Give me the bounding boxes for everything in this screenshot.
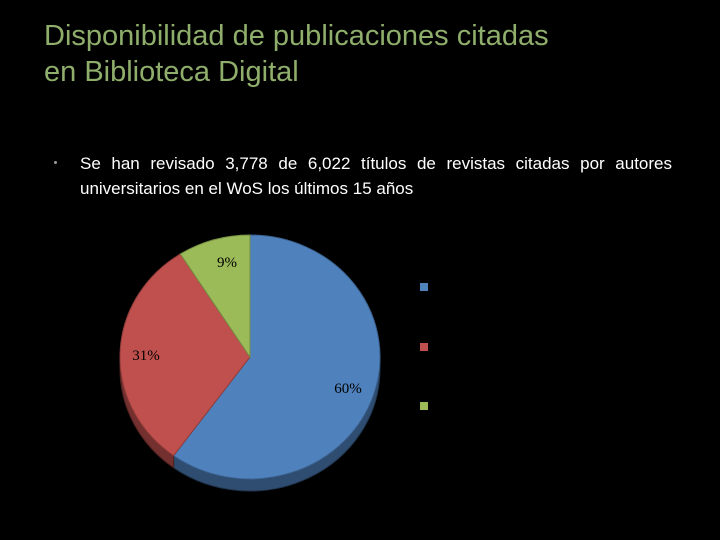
legend-swatch-2 bbox=[420, 343, 428, 351]
slide-title-line-1: Disponibilidad de publicaciones citadas bbox=[44, 20, 549, 52]
slide-title: Disponibilidad de publicaciones citadas … bbox=[44, 18, 704, 90]
pie-slice-3 bbox=[179, 234, 251, 359]
legend-swatch-3 bbox=[420, 402, 428, 410]
bullet-text: Se han revisado 3,778 de 6,022 títulos d… bbox=[80, 154, 672, 198]
pie-label-3: 9% bbox=[217, 255, 237, 271]
pie-label-1: 60% bbox=[334, 381, 362, 397]
bullet-icon bbox=[54, 161, 57, 164]
pie-slice-2 bbox=[119, 253, 251, 457]
pie-slice-1 bbox=[172, 234, 381, 480]
pie-label-2: 31% bbox=[132, 348, 160, 364]
legend-swatch-1 bbox=[420, 283, 428, 291]
slide-title-line-2: en Biblioteca Digital bbox=[44, 56, 299, 88]
